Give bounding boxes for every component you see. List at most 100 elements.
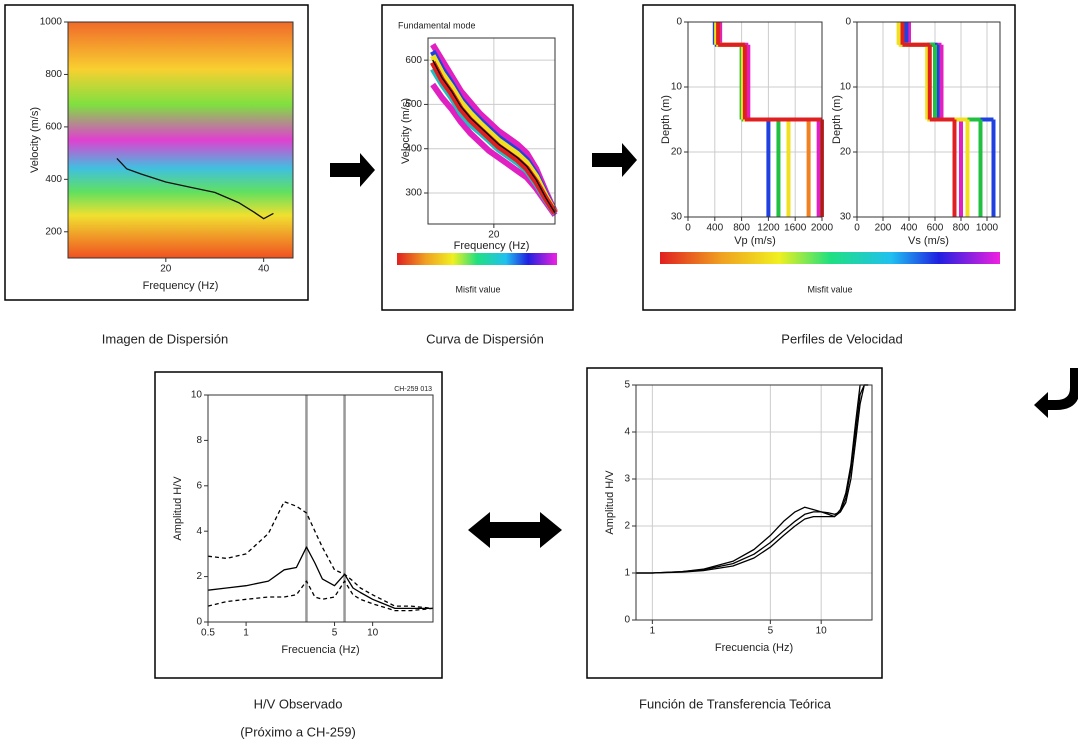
panel-frame [4,4,309,301]
y-tick-label: 4 [196,526,202,537]
y-tick-label: 1 [624,568,630,579]
x-tick-label: 400 [706,223,723,234]
panel-frame [381,4,574,311]
x-axis-label: Frecuencia (Hz) [715,642,793,654]
arrow [330,153,375,187]
data-line [207,546,433,610]
dispersion-image [68,22,293,258]
arrow [1034,368,1078,418]
caption: Imagen de Dispersión [102,331,228,346]
x-axis-label: Frecuencia (Hz) [281,644,359,656]
data-line [636,384,869,574]
y-tick-label: 10 [191,390,203,401]
y-axis-label: Velocity (m/s) [400,98,412,164]
x-tick-label: 1200 [757,223,780,234]
y-tick-label: 1000 [40,17,63,28]
arrow [592,143,637,177]
x-axis-label: Vp (m/s) [734,235,776,247]
x-tick-label: 5 [332,628,338,639]
y-tick-label: 4 [624,427,630,438]
y-tick-label: 0 [845,17,851,28]
plot-frame [207,394,434,623]
y-tick-label: 3 [624,474,630,485]
plot-frame [67,21,294,259]
x-tick-label: 0 [854,223,860,234]
plot-frame [687,21,823,218]
x-tick-label: 20 [160,264,172,275]
x-tick-label: 800 [953,223,970,234]
caption: Curva de Dispersión [426,331,544,346]
data-line [432,59,556,214]
y-tick-label: 0 [196,617,202,628]
x-tick-label: 40 [258,264,270,275]
x-tick-label: 200 [875,223,892,234]
colorbar [660,252,1000,264]
y-axis-label: Depth (m) [660,95,672,144]
y-tick-label: 10 [840,82,852,93]
double-arrow [468,512,562,548]
data-line [430,54,558,214]
y-tick-label: 500 [405,99,422,110]
x-tick-label: 1000 [976,223,999,234]
annotation: CH-259 013 [394,386,432,393]
x-tick-label: 10 [367,628,379,639]
data-line [207,501,434,610]
x-tick-label: 0.5 [201,628,215,639]
y-tick-label: 6 [196,480,202,491]
x-tick-label: 1 [243,628,249,639]
y-tick-label: 200 [45,226,62,237]
colorbar-label: Misfit value [807,284,852,294]
caption: H/V Observado [254,696,343,711]
caption: (Próximo a CH-259) [240,724,356,739]
y-tick-label: 600 [45,122,62,133]
y-tick-label: 30 [671,212,683,223]
x-tick-label: 5 [768,626,774,637]
data-line [116,157,274,220]
y-tick-label: 10 [671,82,683,93]
y-axis-label: Velocity (m/s) [29,107,41,173]
x-tick-label: 1 [650,626,656,637]
chart-title: Fundamental mode [398,20,476,30]
x-tick-label: 600 [927,223,944,234]
y-tick-label: 8 [196,435,202,446]
x-tick-label: 400 [901,223,918,234]
y-axis-label: Amplitud H/V [604,470,616,535]
y-tick-label: 2 [196,571,202,582]
x-tick-label: 2000 [811,223,834,234]
x-axis-label: Frequency (Hz) [454,240,530,252]
caption: Función de Transferencia Teórica [639,696,832,711]
y-tick-label: 0 [624,615,630,626]
plot-frame [635,384,873,621]
colorbar [397,253,557,265]
y-tick-label: 800 [45,69,62,80]
x-tick-label: 1600 [784,223,807,234]
x-tick-label: 0 [685,223,691,234]
data-line [430,43,558,213]
y-tick-label: 0 [676,17,682,28]
y-tick-label: 400 [45,174,62,185]
data-line [636,384,869,574]
data-line [636,384,869,574]
y-axis-label: Depth (m) [831,95,843,144]
x-axis-label: Vs (m/s) [908,235,949,247]
colorbar-label: Misfit value [455,284,500,294]
plot-frame [427,37,556,225]
y-tick-label: 5 [624,380,630,391]
y-axis-label: Amplitud H/V [172,476,184,541]
caption: Perfiles de Velocidad [781,331,902,346]
y-tick-label: 20 [671,147,683,158]
y-tick-label: 300 [405,188,422,199]
x-tick-label: 10 [816,626,828,637]
y-tick-label: 600 [405,55,422,66]
x-axis-label: Frequency (Hz) [143,280,219,292]
y-tick-label: 400 [405,143,422,154]
panel-frame [586,367,883,679]
panel-frame [154,371,443,679]
x-tick-label: 800 [733,223,750,234]
data-line [430,60,558,215]
y-tick-label: 20 [840,147,852,158]
x-tick-label: 20 [488,230,500,241]
y-tick-label: 30 [840,212,852,223]
y-tick-label: 2 [624,521,630,532]
